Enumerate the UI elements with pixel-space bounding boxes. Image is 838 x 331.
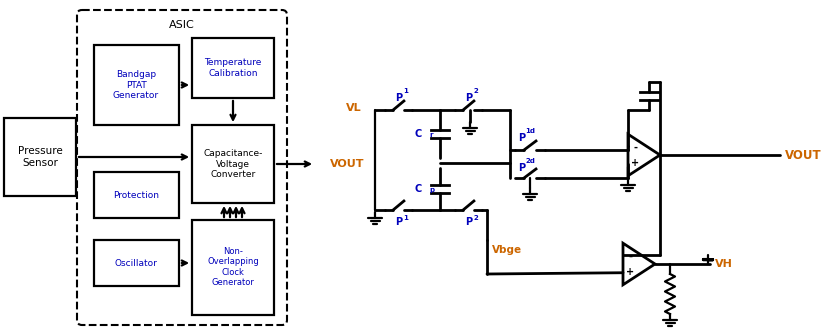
Text: Pressure
Sensor: Pressure Sensor: [18, 146, 62, 168]
Text: r: r: [429, 132, 432, 138]
Text: 2: 2: [473, 215, 478, 221]
Text: P: P: [518, 163, 525, 173]
FancyBboxPatch shape: [77, 10, 287, 325]
Text: Protection: Protection: [113, 191, 159, 200]
Text: P: P: [395, 93, 402, 103]
Text: P: P: [465, 93, 472, 103]
Text: -: -: [628, 251, 632, 261]
Bar: [192, 125, 274, 203]
Text: Oscillator: Oscillator: [115, 259, 158, 267]
Text: ASIC: ASIC: [169, 20, 195, 30]
Bar: [192, 220, 274, 315]
Text: 2d: 2d: [525, 158, 535, 164]
Text: 2: 2: [473, 88, 478, 94]
Text: 1d: 1d: [525, 128, 535, 134]
Text: C: C: [415, 184, 422, 194]
Text: Bandgap
PTAT
Generator: Bandgap PTAT Generator: [113, 70, 159, 100]
Text: Capacitance-
Voltage
Converter: Capacitance- Voltage Converter: [204, 149, 262, 179]
Text: -: -: [633, 142, 637, 152]
Bar: [192, 38, 274, 98]
Bar: [94, 45, 179, 125]
Text: VL: VL: [346, 103, 362, 113]
Text: Temperature
Calibration: Temperature Calibration: [204, 58, 261, 78]
Bar: [4, 118, 76, 196]
Text: C: C: [415, 129, 422, 139]
Text: VH: VH: [715, 259, 733, 269]
Text: p: p: [429, 187, 434, 193]
Bar: [94, 172, 179, 218]
Text: VOUT: VOUT: [330, 159, 365, 169]
Text: Non-
Overlapping
Clock
Generator: Non- Overlapping Clock Generator: [207, 247, 259, 287]
Text: VOUT: VOUT: [785, 149, 821, 162]
Text: +: +: [626, 267, 634, 277]
Text: +: +: [631, 158, 639, 168]
Text: 1: 1: [404, 215, 408, 221]
Bar: [94, 240, 179, 286]
Text: P: P: [395, 217, 402, 227]
Text: P: P: [465, 217, 472, 227]
Text: 1: 1: [404, 88, 408, 94]
Text: P: P: [518, 133, 525, 143]
Text: Vbge: Vbge: [492, 245, 522, 255]
